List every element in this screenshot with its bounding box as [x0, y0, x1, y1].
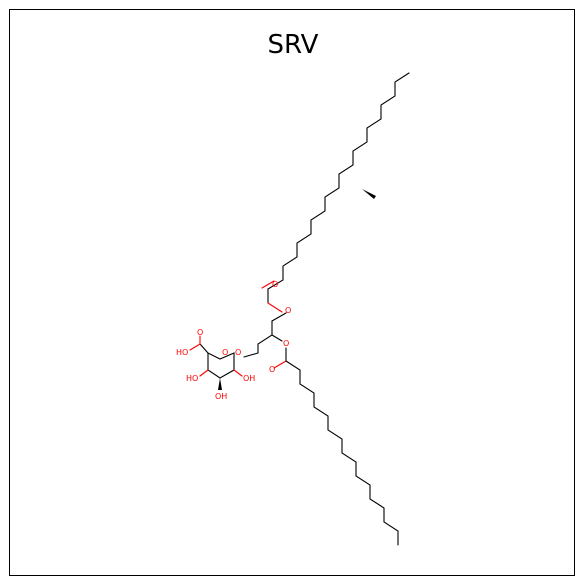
- structure-frame: SRV O O O O O O O HO: [9, 9, 575, 576]
- atom-o-ester2: O: [283, 339, 289, 348]
- oh3-wedge: [218, 378, 222, 390]
- upper-chain: [267, 72, 410, 290]
- atom-o-carbonyl1: O: [272, 280, 278, 289]
- atom-oh-4: OH: [243, 374, 255, 383]
- acid-c: [199, 343, 209, 354]
- ester1-bond: [267, 302, 283, 313]
- carbonyl1-double: [261, 280, 275, 289]
- oh4-bond: [233, 369, 243, 377]
- acid-oh-bond: [189, 343, 201, 351]
- atom-o-ester1: O: [285, 306, 291, 315]
- atom-oh-acid: HO: [176, 348, 188, 357]
- atom-o-carbonyl2: O: [269, 365, 275, 374]
- sugar-ring: [207, 352, 235, 379]
- atom-o-acid: O: [197, 328, 203, 337]
- atom-oh-3: OH: [215, 392, 227, 401]
- glycerol-c2: [271, 334, 283, 342]
- methyl-wedge: [362, 189, 376, 199]
- atom-oh-2: HO: [186, 374, 198, 383]
- oh2-bond: [199, 369, 209, 377]
- lower-chain: [285, 360, 399, 546]
- atom-o-glyco: O: [235, 348, 241, 357]
- glycerol-backbone: [257, 312, 287, 354]
- carbonyl2-double: [273, 360, 287, 369]
- atom-o-ring: O: [222, 348, 228, 357]
- glyco-bond: [243, 352, 259, 358]
- molecule-title: SRV: [267, 30, 319, 60]
- molecule-structure: O O O O O O O HO HO OH OH: [176, 72, 410, 546]
